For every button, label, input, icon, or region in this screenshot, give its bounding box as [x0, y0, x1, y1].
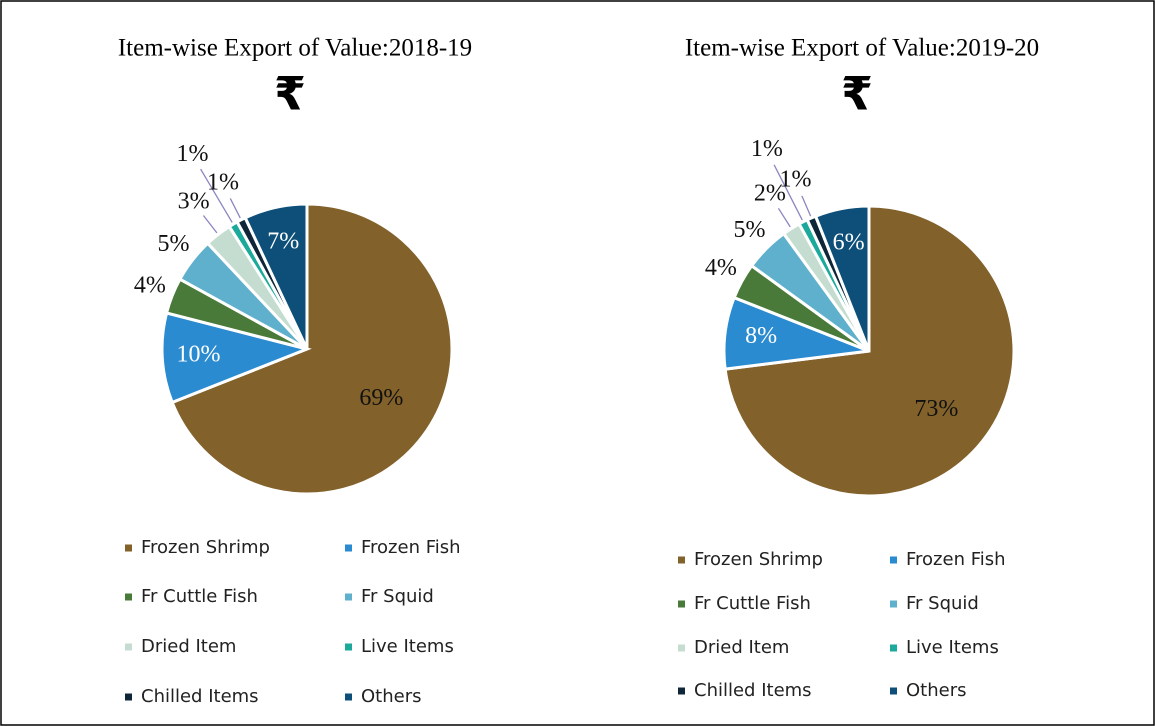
data-label: 1% — [751, 136, 783, 162]
legend-marker — [125, 593, 132, 601]
chart-title: Item-wise Export of Value:2018-19 — [118, 35, 472, 62]
data-label: 69% — [359, 385, 403, 411]
leader-line — [202, 215, 218, 234]
legend-marker — [125, 643, 132, 651]
legend-marker — [890, 556, 897, 564]
legend-label: Dried Item — [141, 636, 236, 657]
currency-symbol: ₹ — [274, 67, 306, 121]
legend-label: Frozen Shrimp — [694, 549, 823, 570]
legend-marker — [890, 644, 897, 652]
data-label: 7% — [267, 228, 299, 254]
legend-label: Dried Item — [694, 637, 789, 658]
leader-line — [229, 198, 241, 219]
legend-marker — [345, 693, 352, 701]
legend-marker — [678, 644, 685, 652]
legend-label: Fr Squid — [361, 586, 434, 607]
data-label: 3% — [178, 188, 210, 214]
legend-label: Fr Squid — [906, 593, 979, 614]
legend-label: Others — [361, 686, 422, 707]
leader-line — [801, 195, 812, 217]
data-label: 73% — [914, 396, 958, 422]
pie-slice — [243, 202, 309, 350]
data-label: 4% — [705, 255, 737, 281]
legend-label: Chilled Items — [694, 680, 812, 701]
currency-symbol: ₹ — [841, 67, 873, 121]
data-label: 1% — [207, 170, 239, 196]
legend-label: Live Items — [906, 637, 999, 658]
legend-label: Frozen Shrimp — [141, 537, 270, 558]
legend-marker — [125, 693, 132, 701]
legend-label: Fr Cuttle Fish — [141, 586, 258, 607]
data-label: 5% — [157, 231, 189, 257]
legend-marker — [345, 544, 352, 552]
pie-slice — [170, 202, 454, 496]
leader-line — [200, 168, 233, 223]
data-label: 10% — [176, 341, 220, 367]
legend-marker — [890, 600, 897, 608]
data-label: 6% — [833, 230, 865, 256]
data-label: 8% — [745, 323, 777, 349]
chart-title: Item-wise Export of Value:2019-20 — [685, 35, 1039, 62]
legend-label: Frozen Fish — [906, 549, 1006, 570]
legend-marker — [678, 600, 685, 608]
data-label: 5% — [733, 217, 765, 243]
data-label: 2% — [754, 180, 786, 206]
leader-line — [777, 207, 791, 228]
legend-marker — [345, 593, 352, 601]
legend-marker — [345, 643, 352, 651]
leader-line — [773, 164, 803, 221]
pie-slice — [813, 204, 871, 352]
pie-slice — [160, 311, 312, 405]
legend-marker — [678, 556, 685, 564]
data-label: 4% — [134, 272, 166, 298]
legend-label: Frozen Fish — [361, 537, 461, 558]
legend-marker — [678, 687, 685, 695]
data-label: 1% — [780, 167, 812, 193]
legend-label: Chilled Items — [141, 686, 259, 707]
legend-label: Fr Cuttle Fish — [694, 593, 811, 614]
legend-label: Live Items — [361, 636, 454, 657]
legend-marker — [890, 687, 897, 695]
legend-marker — [125, 544, 132, 552]
data-label: 1% — [176, 141, 208, 167]
legend-label: Others — [906, 680, 967, 701]
